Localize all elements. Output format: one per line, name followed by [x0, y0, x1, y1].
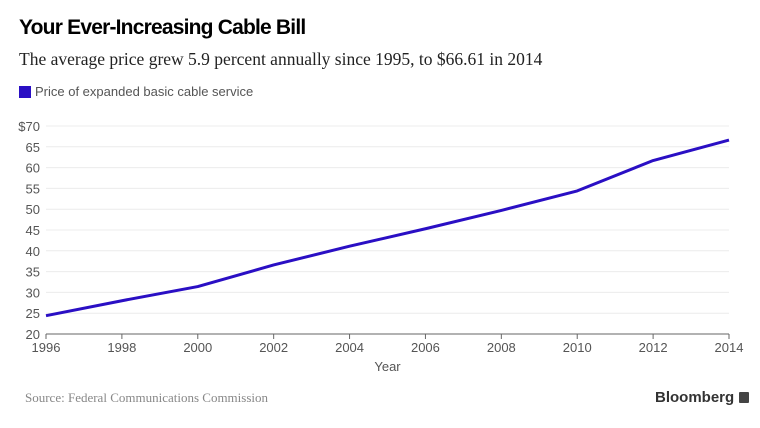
x-tick-label: 2000 [183, 340, 212, 355]
x-tick-label: 1996 [32, 340, 61, 355]
x-tick-label: 2004 [335, 340, 364, 355]
x-tick-label: 2010 [563, 340, 592, 355]
series-line [45, 138, 730, 318]
y-tick-label: 20 [26, 327, 40, 342]
chart-subtitle: The average price grew 5.9 percent annua… [19, 49, 543, 69]
legend-swatch [19, 85, 31, 98]
x-tick-label: 2014 [715, 340, 744, 355]
x-axis-label: Year [374, 359, 401, 374]
chart-title: Your Ever-Increasing Cable Bill [19, 16, 306, 39]
y-tick-label: 60 [26, 161, 40, 176]
x-tick-label: 1998 [107, 340, 136, 355]
legend: Price of expanded basic cable service [19, 84, 253, 99]
brand-name: Bloomberg [655, 389, 735, 406]
y-tick-label: 55 [26, 181, 40, 196]
x-tick-label: 2006 [411, 340, 440, 355]
y-tick-label: 30 [26, 285, 40, 300]
y-tick-label: $70 [18, 119, 40, 134]
legend-label: Price of expanded basic cable service [35, 84, 254, 99]
source-note: Source: Federal Communications Commissio… [25, 390, 269, 405]
y-tick-label: 35 [26, 265, 40, 280]
y-tick-label: 40 [26, 244, 40, 259]
y-tick-label: 65 [26, 140, 40, 155]
y-tick-label: 50 [26, 202, 40, 217]
y-tick-label: 25 [26, 306, 40, 321]
x-tick-label: 2012 [639, 340, 668, 355]
y-tick-label: 45 [26, 223, 40, 238]
x-tick-label: 2008 [487, 340, 516, 355]
terminal-icon [739, 392, 750, 403]
brand-logo: Bloomberg [655, 389, 750, 406]
x-tick-label: 2002 [259, 340, 288, 355]
